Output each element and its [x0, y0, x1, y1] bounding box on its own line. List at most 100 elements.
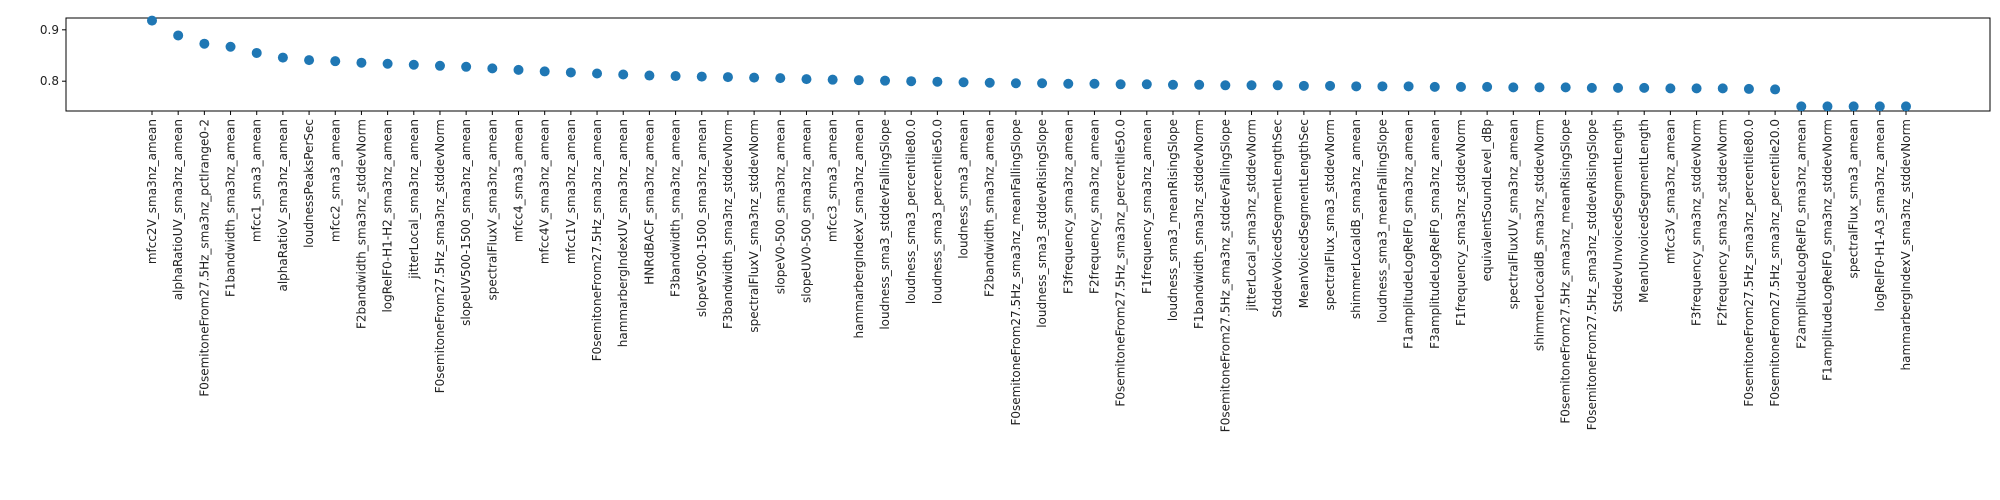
x-tick-label: mfcc4V_sma3nz_amean: [538, 119, 552, 264]
x-tick-label: jitterLocal_sma3nz_stddevNorm: [1245, 119, 1259, 312]
x-tick-label: spectralFluxV_sma3nz_stddevNorm: [747, 119, 761, 333]
data-point: [434, 60, 445, 71]
data-point: [644, 70, 655, 81]
x-tick-label: F3frequency_sma3nz_amean: [1061, 119, 1075, 294]
data-point: [461, 61, 472, 72]
x-tick-label: StddevVoicedSegmentLengthSec: [1271, 119, 1285, 318]
data-points: [147, 15, 1911, 112]
data-point: [932, 76, 943, 87]
data-point: [408, 59, 419, 70]
data-point: [1403, 81, 1414, 92]
x-tick-label: F3bandwidth_sma3nz_amean: [669, 119, 683, 297]
data-point: [356, 57, 367, 68]
data-point: [1325, 80, 1336, 91]
data-point: [1220, 80, 1231, 91]
data-point: [1822, 101, 1833, 112]
x-tick-label: loudness_sma3_meanFallingSlope: [1375, 119, 1389, 323]
x-tick-label: F0semitoneFrom27.5Hz_sma3nz_stddevRising…: [1585, 119, 1599, 430]
data-point: [1377, 81, 1388, 92]
x-tick-label: F3bandwidth_sma3nz_stddevNorm: [721, 119, 735, 329]
x-tick-label: loudness_sma3_stddevRisingSlope: [1035, 119, 1049, 328]
x-tick-label: slopeV500-1500_sma3nz_amean: [695, 119, 709, 317]
x-tick-label: HNRdBACF_sma3nz_amean: [642, 119, 656, 285]
data-point: [1560, 82, 1571, 93]
x-tick-label: mfcc2V_sma3nz_amean: [145, 119, 159, 264]
x-tick-label: loudnessPeaksPerSec: [302, 119, 316, 248]
y-tick-label: 0.9: [40, 23, 59, 37]
x-tick-label: F1bandwidth_sma3nz_stddevNorm: [1192, 119, 1206, 329]
data-point: [1848, 101, 1859, 112]
data-point: [225, 41, 236, 52]
x-tick-label: shimmerLocaldB_sma3nz_amean: [1349, 119, 1363, 319]
data-point: [1115, 79, 1126, 90]
x-tick-label: spectralFluxV_sma3nz_amean: [485, 119, 499, 301]
x-tick-label: mfcc1_sma3_amean: [250, 119, 264, 242]
data-point: [696, 71, 707, 82]
data-point: [1298, 80, 1309, 91]
data-point: [1167, 79, 1178, 90]
data-point: [1874, 101, 1885, 112]
x-tick-label: hammarbergIndexV_sma3nz_amean: [852, 119, 866, 338]
data-point: [277, 52, 288, 63]
data-point: [1770, 84, 1781, 95]
data-point: [1089, 78, 1100, 89]
x-tick-label: MeanUnvoicedSegmentLength: [1637, 119, 1651, 303]
x-tick-label: slopeUV500-1500_sma3nz_amean: [459, 119, 473, 326]
data-point: [958, 77, 969, 88]
x-tick-label: jitterLocal_sma3nz_amean: [407, 119, 421, 280]
data-point: [173, 30, 184, 41]
data-point: [749, 72, 760, 83]
x-tick-label: hammarbergIndexV_sma3nz_stddevNorm: [1899, 119, 1913, 370]
x-tick-label: slopeV0-500_sma3nz_amean: [773, 119, 787, 294]
x-tick-label: F0semitoneFrom27.5Hz_sma3nz_stddevFallin…: [1218, 119, 1232, 432]
x-tick-label: equivalentSoundLevel_dBp: [1480, 119, 1494, 281]
x-tick-label: spectralFlux_sma3_stddevNorm: [1323, 119, 1337, 310]
data-point: [1717, 83, 1728, 94]
x-tick-label: F1amplitudeLogRelF0_sma3nz_stddevNorm: [1820, 119, 1834, 381]
data-point: [592, 68, 603, 79]
data-point: [670, 71, 681, 82]
data-point: [1194, 79, 1205, 90]
data-point: [1796, 101, 1807, 112]
x-tick-label: hammarbergIndexUV_sma3nz_amean: [616, 119, 630, 347]
data-point: [1455, 81, 1466, 92]
x-tick-label: loudness_sma3_meanRisingSlope: [1166, 119, 1180, 321]
data-point: [330, 56, 341, 67]
x-tick-label: loudness_sma3_percentile80.0: [904, 119, 918, 304]
x-tick-label: shimmerLocaldB_sma3nz_stddevNorm: [1532, 119, 1546, 351]
data-point: [1010, 78, 1021, 89]
data-point: [984, 77, 995, 88]
x-tick-label: F2amplitudeLogRelF0_sma3nz_amean: [1794, 119, 1808, 349]
x-tick-label: F2frequency_sma3nz_stddevNorm: [1716, 119, 1730, 326]
data-point: [1272, 80, 1283, 91]
data-point: [199, 38, 210, 49]
x-tick-label: F0semitoneFrom27.5Hz_sma3nz_pctlrange0-2: [197, 119, 211, 397]
x-tick-label: F0semitoneFrom27.5Hz_sma3nz_percentile50…: [1114, 119, 1128, 407]
data-point: [1613, 82, 1624, 93]
data-point: [1639, 82, 1650, 93]
data-point: [565, 67, 576, 78]
data-point: [1063, 78, 1074, 89]
x-tick-label: mfcc3_sma3_amean: [826, 119, 840, 242]
data-point: [1429, 81, 1440, 92]
x-tick-label: F2bandwidth_sma3nz_amean: [983, 119, 997, 297]
data-point: [618, 69, 629, 80]
x-tick-label: F0semitoneFrom27.5Hz_sma3nz_meanFallingS…: [1009, 119, 1023, 426]
x-tick-label: alphaRatioUV_sma3nz_amean: [171, 119, 185, 300]
x-tick-label: F0semitoneFrom27.5Hz_sma3nz_stddevNorm: [433, 119, 447, 393]
data-point: [1246, 80, 1257, 91]
x-tick-label: F3frequency_sma3nz_stddevNorm: [1690, 119, 1704, 326]
x-tick-label: spectralFlux_sma3_amean: [1847, 119, 1861, 278]
x-tick-label: F0semitoneFrom27.5Hz_sma3nz_meanRisingSl…: [1559, 119, 1573, 424]
x-tick-label: StddevUnvoicedSegmentLength: [1611, 119, 1625, 312]
data-point: [801, 74, 812, 85]
data-point: [853, 75, 864, 86]
x-tick-label: F1bandwidth_sma3nz_amean: [224, 119, 238, 297]
x-tick-label: loudness_sma3_percentile50.0: [930, 119, 944, 304]
y-tick-label: 0.8: [40, 74, 59, 88]
data-point: [513, 64, 524, 75]
data-point: [827, 74, 838, 85]
data-point: [1351, 81, 1362, 92]
x-tick-label: F0semitoneFrom27.5Hz_sma3nz_percentile20…: [1768, 119, 1782, 407]
